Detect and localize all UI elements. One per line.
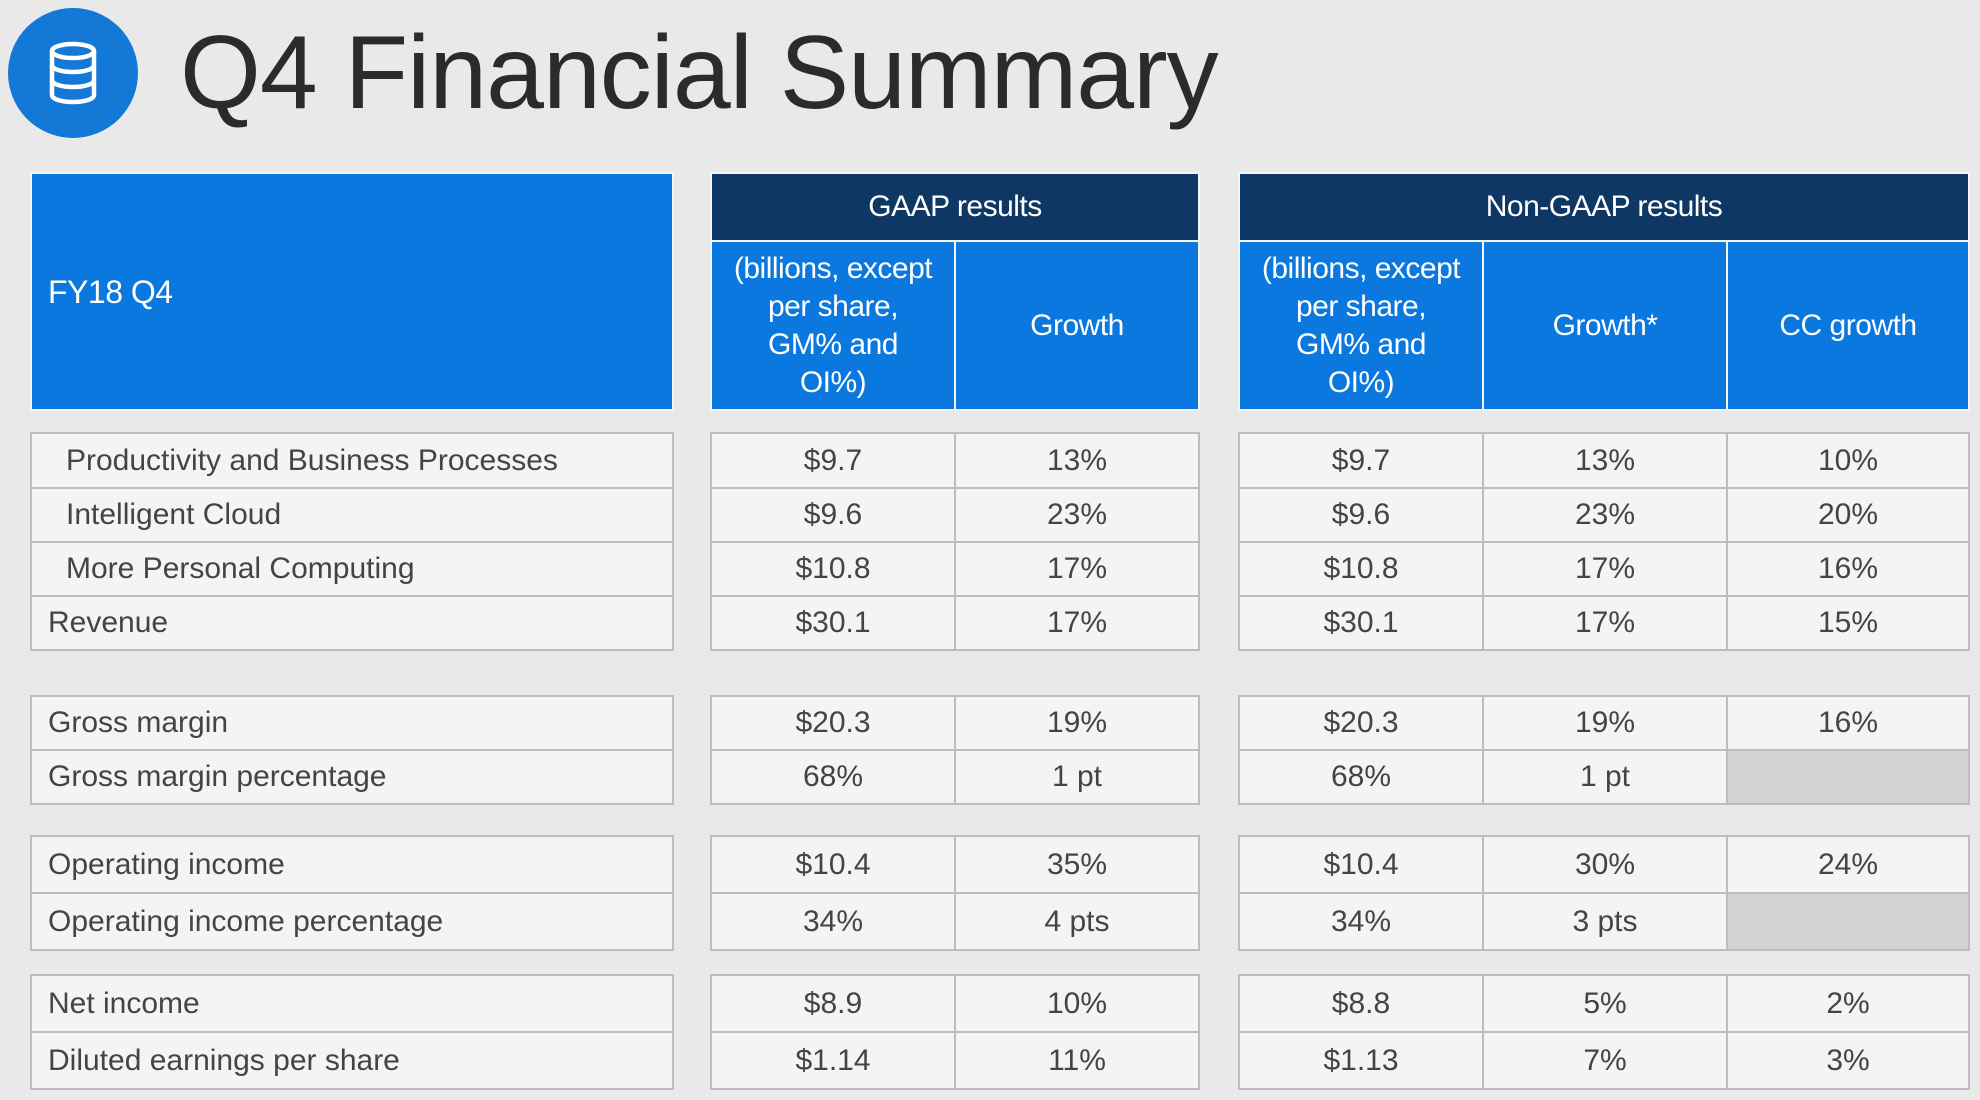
table-cell-nongaap-growth: 23% bbox=[1482, 487, 1728, 543]
table-cell-gaap-value: 34% bbox=[710, 892, 956, 951]
table-cell-gaap-value: $10.4 bbox=[710, 835, 956, 894]
row-label: More Personal Computing bbox=[30, 541, 674, 597]
table-cell-cc-growth: 24% bbox=[1726, 835, 1970, 894]
table-cell-gaap-growth: 4 pts bbox=[954, 892, 1200, 951]
row-label: Revenue bbox=[30, 595, 674, 651]
table-cell-nongaap-value: $9.6 bbox=[1238, 487, 1484, 543]
table-cell-gaap-value: $30.1 bbox=[710, 595, 956, 651]
row-label: Productivity and Business Processes bbox=[30, 432, 674, 489]
table-cell-gaap-value: $1.14 bbox=[710, 1031, 956, 1090]
nongaap-results-header: Non-GAAP results bbox=[1238, 172, 1970, 242]
table-cell-nongaap-value: $10.4 bbox=[1238, 835, 1484, 894]
table-cell-gaap-growth: 23% bbox=[954, 487, 1200, 543]
table-cell-nongaap-growth: 13% bbox=[1482, 432, 1728, 489]
table-cell-nongaap-value: $9.7 bbox=[1238, 432, 1484, 489]
table-cell-nongaap-growth: 1 pt bbox=[1482, 749, 1728, 805]
table-cell-gaap-growth: 10% bbox=[954, 974, 1200, 1033]
table-cell-gaap-growth: 11% bbox=[954, 1031, 1200, 1090]
table-cell-nongaap-growth: 30% bbox=[1482, 835, 1728, 894]
row-label: Gross margin percentage bbox=[30, 749, 674, 805]
table-cell-nongaap-growth: 7% bbox=[1482, 1031, 1728, 1090]
row-label: Diluted earnings per share bbox=[30, 1031, 674, 1090]
table-cell-nongaap-value: $10.8 bbox=[1238, 541, 1484, 597]
table-cell-nongaap-value: $20.3 bbox=[1238, 695, 1484, 751]
table-cell-gaap-growth: 19% bbox=[954, 695, 1200, 751]
table-cell-cc-growth bbox=[1726, 749, 1970, 805]
table-cell-gaap-value: $9.6 bbox=[710, 487, 956, 543]
table-cell-nongaap-growth: 17% bbox=[1482, 541, 1728, 597]
table-cell-nongaap-value: $1.13 bbox=[1238, 1031, 1484, 1090]
nongaap-growth-column-header: Growth* bbox=[1482, 240, 1728, 411]
table-cell-gaap-value: $9.7 bbox=[710, 432, 956, 489]
row-label: Intelligent Cloud bbox=[30, 487, 674, 543]
table-cell-nongaap-value: $8.8 bbox=[1238, 974, 1484, 1033]
table-cell-cc-growth: 15% bbox=[1726, 595, 1970, 651]
table-cell-cc-growth bbox=[1726, 892, 1970, 951]
table-cell-cc-growth: 2% bbox=[1726, 974, 1970, 1033]
gaap-results-header: GAAP results bbox=[710, 172, 1200, 242]
table-cell-gaap-value: $10.8 bbox=[710, 541, 956, 597]
table-cell-cc-growth: 3% bbox=[1726, 1031, 1970, 1090]
table-cell-gaap-growth: 13% bbox=[954, 432, 1200, 489]
gaap-growth-column-header: Growth bbox=[954, 240, 1200, 411]
table-cell-gaap-growth: 35% bbox=[954, 835, 1200, 894]
table-cell-gaap-value: 68% bbox=[710, 749, 956, 805]
nongaap-amount-column-header: (billions, except per share, GM% and OI%… bbox=[1238, 240, 1484, 411]
table-cell-nongaap-value: 34% bbox=[1238, 892, 1484, 951]
table-cell-gaap-growth: 17% bbox=[954, 541, 1200, 597]
table-cell-gaap-value: $8.9 bbox=[710, 974, 956, 1033]
table-cell-cc-growth: 10% bbox=[1726, 432, 1970, 489]
page-title: Q4 Financial Summary bbox=[180, 15, 1219, 131]
table-cell-nongaap-value: 68% bbox=[1238, 749, 1484, 805]
table-cell-nongaap-growth: 3 pts bbox=[1482, 892, 1728, 951]
table-cell-nongaap-value: $30.1 bbox=[1238, 595, 1484, 651]
corner-header: FY18 Q4 bbox=[30, 172, 674, 411]
row-label: Net income bbox=[30, 974, 674, 1033]
table-cell-gaap-growth: 17% bbox=[954, 595, 1200, 651]
table-cell-nongaap-growth: 17% bbox=[1482, 595, 1728, 651]
table-cell-cc-growth: 16% bbox=[1726, 541, 1970, 597]
table-cell-cc-growth: 20% bbox=[1726, 487, 1970, 543]
table-cell-cc-growth: 16% bbox=[1726, 695, 1970, 751]
database-icon bbox=[49, 41, 97, 105]
row-label: Gross margin bbox=[30, 695, 674, 751]
row-label: Operating income percentage bbox=[30, 892, 674, 951]
table-cell-nongaap-growth: 19% bbox=[1482, 695, 1728, 751]
table-cell-gaap-value: $20.3 bbox=[710, 695, 956, 751]
row-label: Operating income bbox=[30, 835, 674, 894]
logo bbox=[8, 8, 138, 138]
cc-growth-column-header: CC growth bbox=[1726, 240, 1970, 411]
gaap-amount-column-header: (billions, except per share, GM% and OI%… bbox=[710, 240, 956, 411]
table-cell-gaap-growth: 1 pt bbox=[954, 749, 1200, 805]
table-cell-nongaap-growth: 5% bbox=[1482, 974, 1728, 1033]
